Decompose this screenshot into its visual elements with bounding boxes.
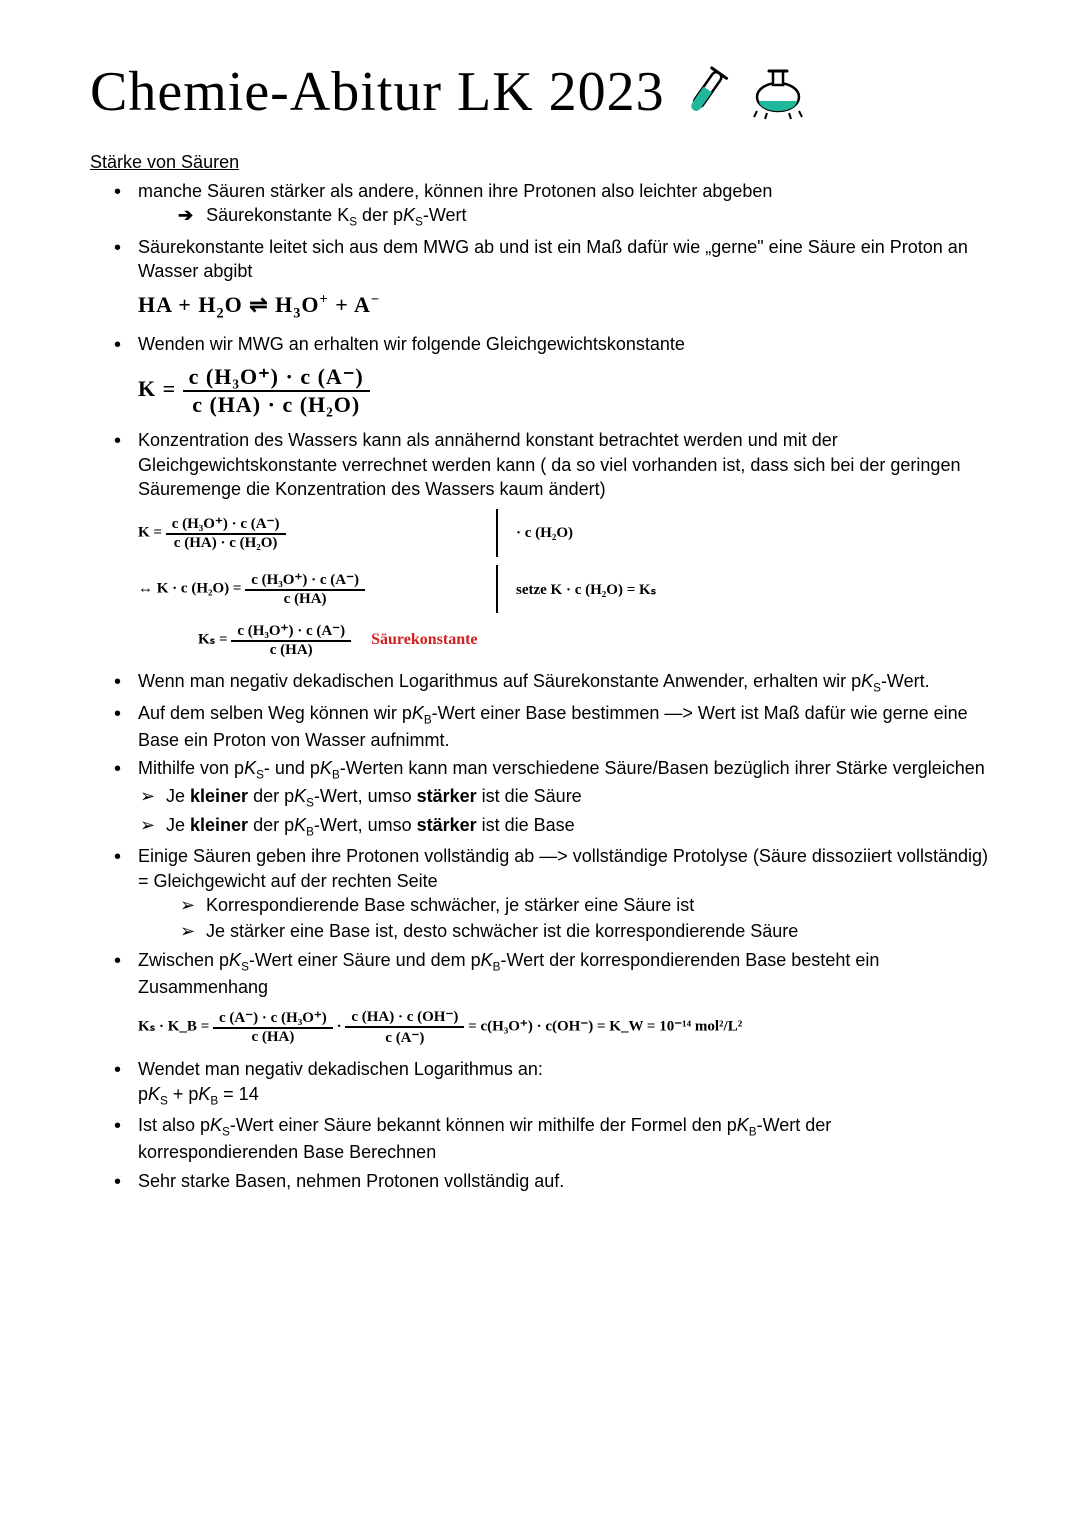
chevron-item: Je kleiner der pKB-Wert, umso stärker is…	[166, 813, 990, 840]
sauerekonstante-label: Säurekonstante	[371, 631, 477, 649]
equation-k: K = c (H₃O⁺) · c (A⁻) c (HA) · c (H₂O)	[138, 364, 990, 418]
bullet-item: Zwischen pKS-Wert einer Säure und dem pK…	[138, 948, 990, 1000]
chevron-item: Korrespondierende Base schwächer, je stä…	[206, 893, 990, 917]
section-heading: Stärke von Säuren	[90, 152, 990, 173]
bullet-item: Sehr starke Basen, nehmen Protonen volls…	[138, 1169, 990, 1193]
bullet-item: Wendet man negativ dekadischen Logarithm…	[138, 1057, 990, 1109]
test-tube-icon	[677, 63, 735, 121]
bullet-item: Wenn man negativ dekadischen Logarithmus…	[138, 669, 990, 696]
bullet-item: Konzentration des Wassers kann als annäh…	[138, 428, 990, 501]
bullet-item: Säurekonstante leitet sich aus dem MWG a…	[138, 235, 990, 284]
equation-ks-kb: Kₛ · K_B = c (A⁻) · c (H₃O⁺) c (HA) · c …	[138, 1007, 990, 1047]
chevron-item: Je stärker eine Base ist, desto schwäche…	[206, 919, 990, 943]
title-row: Chemie-Abitur LK 2023	[90, 60, 990, 124]
chevron-item: Je kleiner der pKS-Wert, umso stärker is…	[166, 784, 990, 811]
bullet-item: manche Säuren stärker als andere, können…	[138, 179, 990, 231]
derivation-block: K = c (H₃O⁺) · c (A⁻) c (HA) · c (H₂O) ·…	[138, 509, 990, 659]
equation-protolysis: HA + H2O ⇌ H3O+ + A−	[138, 291, 990, 322]
bullet-item: Wenden wir MWG an erhalten wir folgende …	[138, 332, 990, 356]
bullet-item: Mithilfe von pKS- und pKB-Werten kann ma…	[138, 756, 990, 840]
page-title: Chemie-Abitur LK 2023	[90, 60, 665, 124]
bullet-item: Auf dem selben Weg können wir pKB-Wert e…	[138, 701, 990, 753]
bullet-item: Einige Säuren geben ihre Protonen vollst…	[138, 844, 990, 943]
bullet-item: Ist also pKS-Wert einer Säure bekannt kö…	[138, 1113, 990, 1165]
arrow-subline: Säurekonstante KS der pKS-Wert	[138, 203, 990, 230]
flask-icon	[747, 63, 809, 121]
content-list: manche Säuren stärker als andere, können…	[90, 179, 990, 283]
text: manche Säuren stärker als andere, können…	[138, 181, 772, 201]
